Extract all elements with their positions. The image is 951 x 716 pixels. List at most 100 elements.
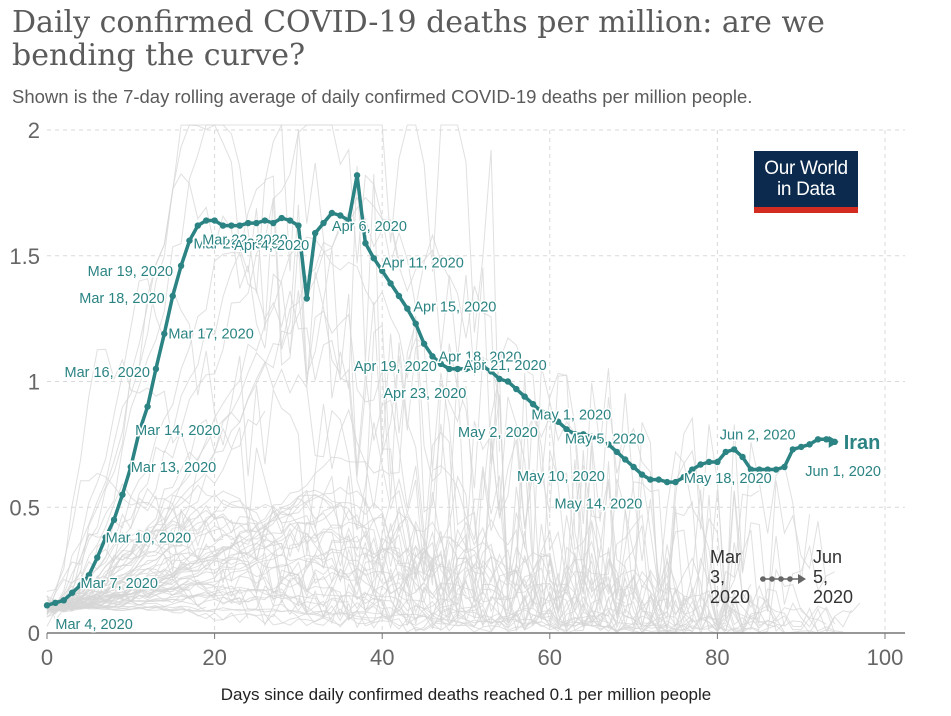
- background-country-line: [46, 497, 743, 629]
- iran-point: [337, 212, 344, 219]
- iran-point: [253, 219, 260, 227]
- timeline-arrowhead: [798, 574, 806, 584]
- iran-point: [513, 385, 520, 393]
- iran-point: [596, 436, 604, 443]
- iran-point: [437, 360, 445, 368]
- legend-end-line: Jun: [813, 547, 843, 567]
- iran-point: [244, 219, 252, 227]
- iran-point: [303, 295, 310, 302]
- iran-end-arrow: [828, 435, 839, 448]
- annotation-label: Apr 21, 2020: [464, 358, 547, 374]
- annotation-label: Mar 18, 2020: [79, 291, 164, 307]
- iran-point: [504, 378, 512, 385]
- iran-point: [177, 262, 185, 270]
- iran-point: [462, 365, 470, 373]
- iran-point: [328, 209, 336, 217]
- annotation-label: May 10, 2020: [517, 469, 605, 485]
- timeline-dot: [769, 576, 775, 582]
- owid-logo[interactable]: Our World in Data: [754, 151, 858, 213]
- legend-start-line: 3,: [710, 567, 726, 587]
- annotation-label: Mar 17, 2020: [168, 327, 253, 343]
- iran-point: [261, 217, 269, 224]
- background-country-line: [46, 580, 467, 632]
- annotation-label: Mar 16, 2020: [64, 365, 149, 381]
- iran-point: [487, 368, 495, 375]
- legend-end-date[interactable]: Jun 5, 2020: [813, 547, 873, 607]
- background-country-line: [46, 124, 811, 619]
- legend-end-line: 5,: [813, 567, 829, 587]
- background-country-line: [46, 502, 341, 612]
- iran-point: [219, 222, 227, 229]
- annotation-label: Mar 20, 2020: [193, 237, 278, 253]
- iran-point: [521, 393, 528, 400]
- iran-point: [446, 365, 453, 373]
- iran-point: [420, 340, 428, 347]
- annotation-label: Apr 4, 2020: [234, 238, 309, 254]
- gridlines: [47, 129, 905, 633]
- background-country-line: [46, 501, 626, 614]
- iran-point: [203, 217, 210, 224]
- iran-point: [622, 456, 629, 463]
- iran-point: [370, 255, 378, 262]
- annotation-label: Apr 23, 2020: [383, 386, 466, 402]
- iran-point: [270, 219, 277, 227]
- background-country-line: [46, 348, 534, 630]
- iran-point: [705, 458, 713, 466]
- iran-point: [814, 436, 822, 443]
- iran-point: [571, 431, 579, 438]
- x-tick-label: 0: [41, 645, 53, 670]
- iran-point: [320, 219, 327, 227]
- annotation-label: Jun 2, 2020: [720, 427, 796, 443]
- iran-point: [295, 222, 302, 229]
- iran-series[interactable]: Iran: [43, 172, 881, 609]
- background-country-line: [46, 546, 467, 611]
- iran-point: [412, 320, 419, 327]
- iran-point: [127, 463, 134, 471]
- iran-point: [135, 428, 143, 435]
- iran-point: [638, 471, 646, 478]
- logo-red-bar: [754, 207, 858, 213]
- x-tick-label: 20: [202, 645, 226, 670]
- iran-point: [379, 267, 386, 275]
- background-country-line: [46, 486, 693, 621]
- legend-start-date[interactable]: Mar 3, 2020: [710, 547, 770, 607]
- background-country-line: [46, 173, 760, 621]
- iran-point: [236, 222, 243, 229]
- iran-point: [60, 597, 67, 604]
- x-tick-label: 80: [705, 645, 729, 670]
- background-country-line: [46, 522, 861, 632]
- legend-start-line: 2020: [710, 587, 751, 607]
- iran-point: [672, 478, 679, 486]
- iran-point: [169, 292, 176, 300]
- iran-point: [278, 214, 285, 222]
- iran-point: [730, 446, 738, 453]
- legend-end-line: 2020: [813, 587, 854, 607]
- iran-point: [186, 237, 193, 244]
- background-country-line: [46, 196, 760, 622]
- annotation-label: Jun 1, 2020: [805, 464, 881, 480]
- iran-point: [714, 458, 721, 466]
- iran-point: [789, 446, 797, 453]
- iran-point: [605, 441, 612, 448]
- background-country-line: [46, 352, 836, 634]
- iran-point: [68, 589, 76, 596]
- timeline-legend[interactable]: [760, 574, 806, 584]
- timeline-dot: [778, 576, 784, 582]
- y-tick-label: 1: [28, 370, 40, 395]
- background-country-line: [46, 278, 710, 634]
- iran-point: [689, 466, 696, 473]
- iran-point: [496, 375, 503, 383]
- iran-point: [362, 239, 369, 247]
- iran-point: [538, 408, 545, 415]
- iran-point: [353, 172, 361, 179]
- iran-point: [630, 463, 637, 471]
- iran-point: [756, 466, 763, 473]
- iran-point: [823, 436, 830, 443]
- background-country-line: [46, 582, 668, 633]
- background-country-line: [46, 581, 483, 629]
- background-country-line: [46, 124, 500, 618]
- background-country-line: [46, 493, 492, 615]
- iran-point: [580, 431, 587, 438]
- iran-point: [747, 466, 755, 473]
